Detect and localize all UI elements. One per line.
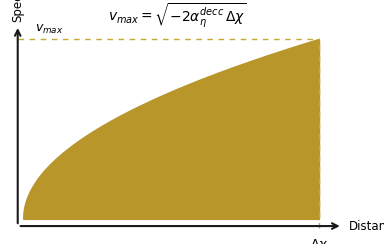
Text: Distance: Distance [349,220,384,233]
Text: $v_{max}$: $v_{max}$ [35,23,64,36]
Text: Speed: Speed [11,0,24,21]
Text: $v_{max} = \sqrt{-2\alpha_{\eta}^{decc}\,\Delta\chi}$: $v_{max} = \sqrt{-2\alpha_{\eta}^{decc}\… [108,2,247,30]
Text: $\Delta\chi$: $\Delta\chi$ [310,237,328,244]
